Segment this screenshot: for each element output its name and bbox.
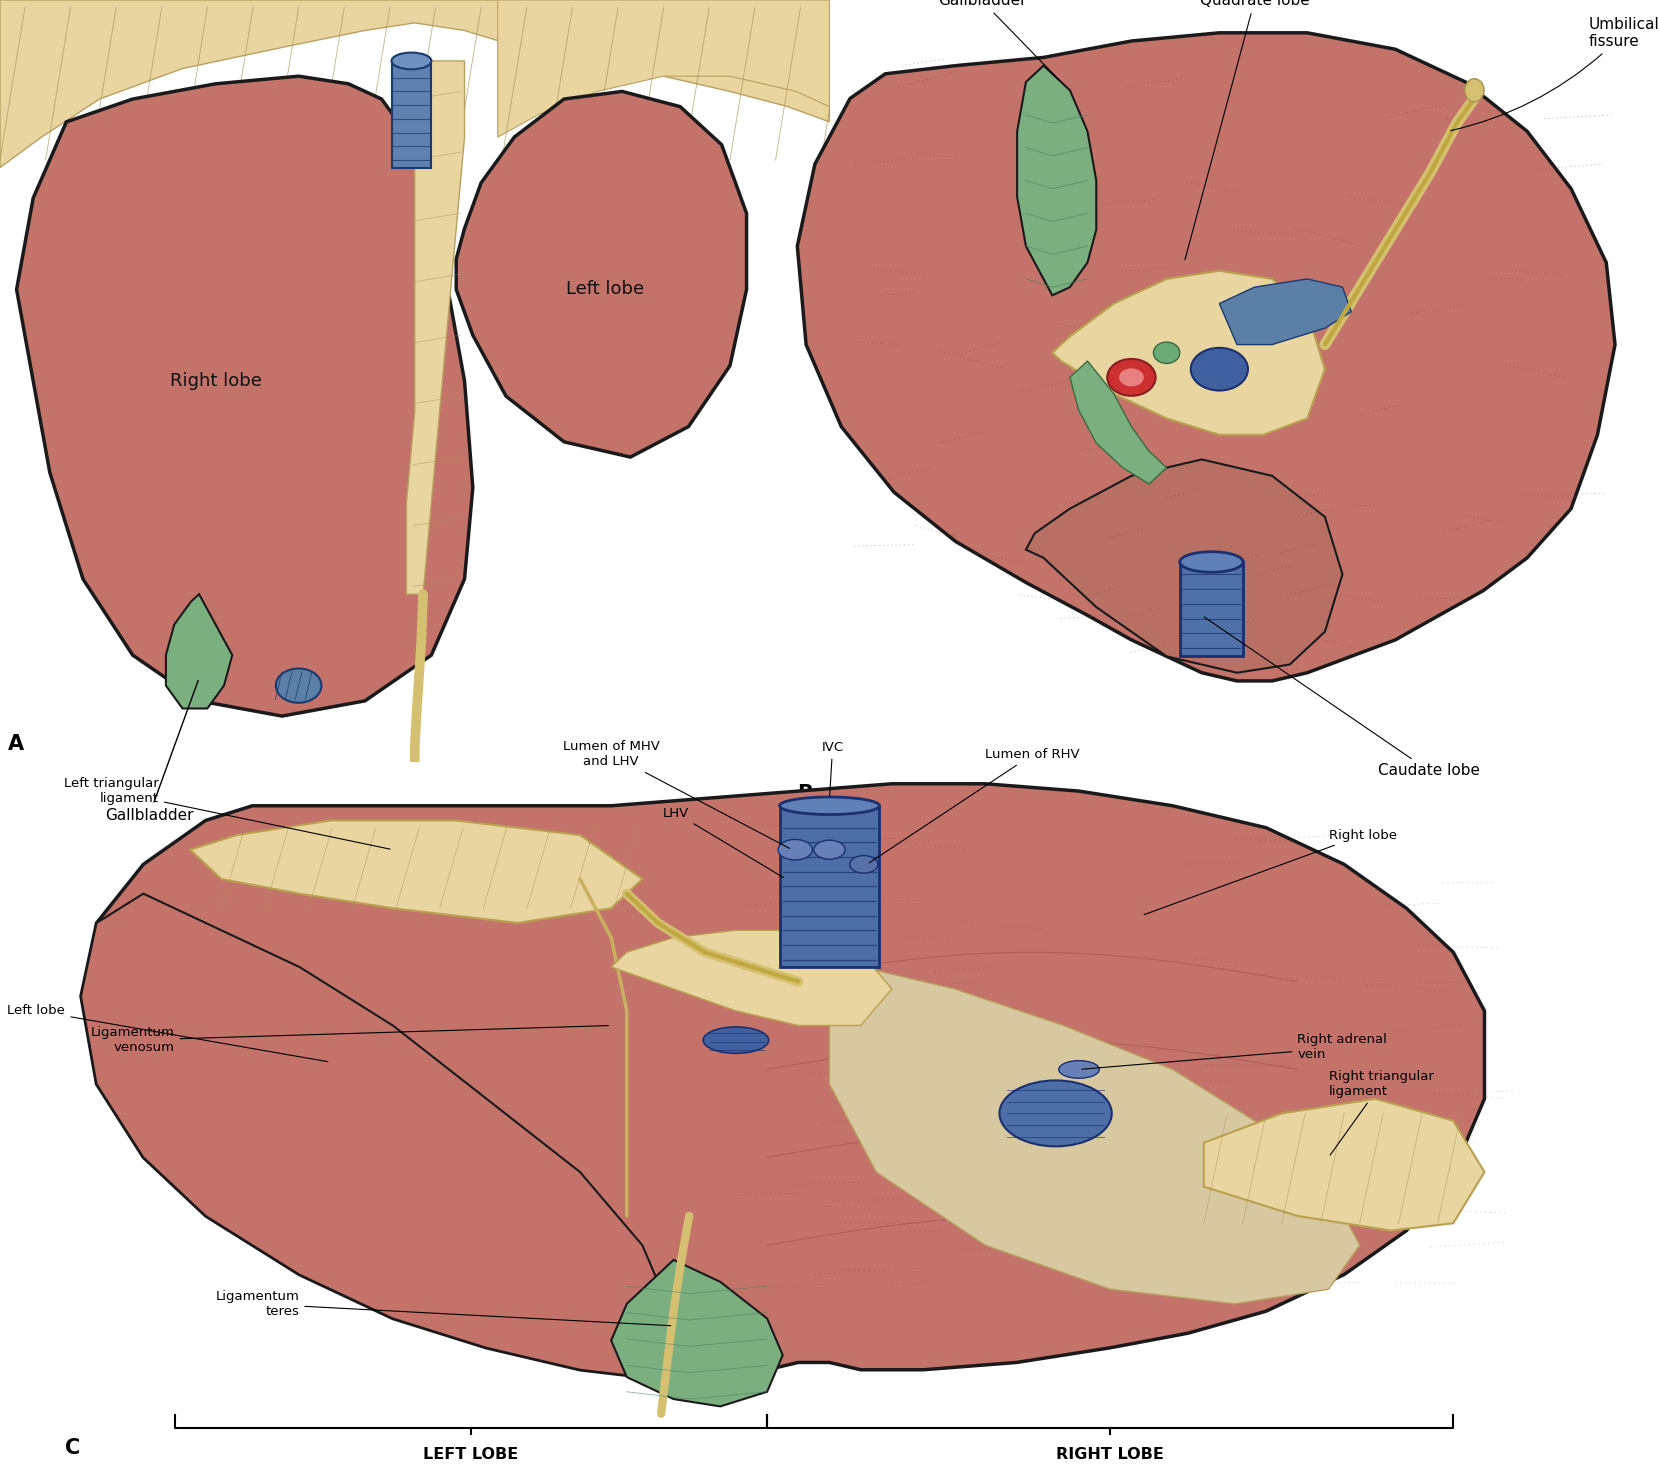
Text: Right lobe: Right lobe <box>1145 829 1397 914</box>
Polygon shape <box>1070 360 1166 483</box>
Ellipse shape <box>703 1027 768 1053</box>
Text: Umbilical
fissure: Umbilical fissure <box>1450 16 1659 130</box>
FancyBboxPatch shape <box>392 62 431 167</box>
Polygon shape <box>611 1260 783 1406</box>
Polygon shape <box>81 894 674 1377</box>
Polygon shape <box>830 967 1360 1304</box>
Text: Ligamentum
teres: Ligamentum teres <box>216 1289 670 1326</box>
Ellipse shape <box>406 769 421 785</box>
Polygon shape <box>611 930 893 1026</box>
FancyBboxPatch shape <box>1180 563 1243 656</box>
Polygon shape <box>166 595 232 709</box>
Ellipse shape <box>1180 552 1243 573</box>
Ellipse shape <box>780 797 879 815</box>
Text: Right adrenal
vein: Right adrenal vein <box>1082 1033 1387 1069</box>
Ellipse shape <box>1107 359 1156 396</box>
Text: Left triangular
ligament: Left triangular ligament <box>65 776 390 850</box>
Polygon shape <box>1025 460 1342 672</box>
Text: Ligamentum
venosum: Ligamentum venosum <box>91 1026 609 1055</box>
Polygon shape <box>1204 1099 1485 1231</box>
Text: Caudate lobe: Caudate lobe <box>1204 617 1480 778</box>
Ellipse shape <box>1120 368 1143 387</box>
Ellipse shape <box>999 1081 1112 1146</box>
Text: Lumen of MHV
and LHV: Lumen of MHV and LHV <box>562 740 790 848</box>
Polygon shape <box>406 62 465 595</box>
Text: Left lobe: Left lobe <box>566 280 645 299</box>
Ellipse shape <box>392 53 431 69</box>
Text: IVC: IVC <box>821 741 844 795</box>
Ellipse shape <box>815 841 844 858</box>
Text: C: C <box>65 1437 81 1458</box>
Polygon shape <box>81 784 1485 1384</box>
Text: A: A <box>8 734 25 754</box>
Text: Left lobe: Left lobe <box>8 1005 328 1062</box>
Polygon shape <box>1219 278 1350 344</box>
Text: RIGHT LOBE: RIGHT LOBE <box>1057 1447 1165 1462</box>
Text: Right lobe: Right lobe <box>169 372 262 390</box>
Polygon shape <box>17 76 473 716</box>
Text: Gallbladder: Gallbladder <box>937 0 1058 81</box>
Text: Quadrate lobe: Quadrate lobe <box>1185 0 1309 259</box>
Text: LEFT LOBE: LEFT LOBE <box>423 1447 519 1462</box>
Ellipse shape <box>1191 347 1248 391</box>
FancyBboxPatch shape <box>780 806 879 967</box>
Ellipse shape <box>778 839 813 860</box>
Text: Gallbladder: Gallbladder <box>105 681 197 822</box>
Polygon shape <box>1052 271 1326 435</box>
Text: Lumen of RHV: Lumen of RHV <box>869 749 1080 863</box>
Polygon shape <box>798 32 1614 681</box>
Polygon shape <box>498 0 830 138</box>
Polygon shape <box>0 0 830 167</box>
Polygon shape <box>1017 66 1097 296</box>
Polygon shape <box>456 91 747 457</box>
Text: LHV: LHV <box>664 807 783 878</box>
Ellipse shape <box>1153 343 1180 363</box>
Ellipse shape <box>275 668 322 703</box>
Ellipse shape <box>849 856 878 873</box>
Ellipse shape <box>1058 1061 1100 1078</box>
Text: B: B <box>798 784 813 804</box>
Text: Right triangular
ligament: Right triangular ligament <box>1329 1069 1433 1154</box>
Ellipse shape <box>1465 79 1485 101</box>
Polygon shape <box>191 820 642 923</box>
